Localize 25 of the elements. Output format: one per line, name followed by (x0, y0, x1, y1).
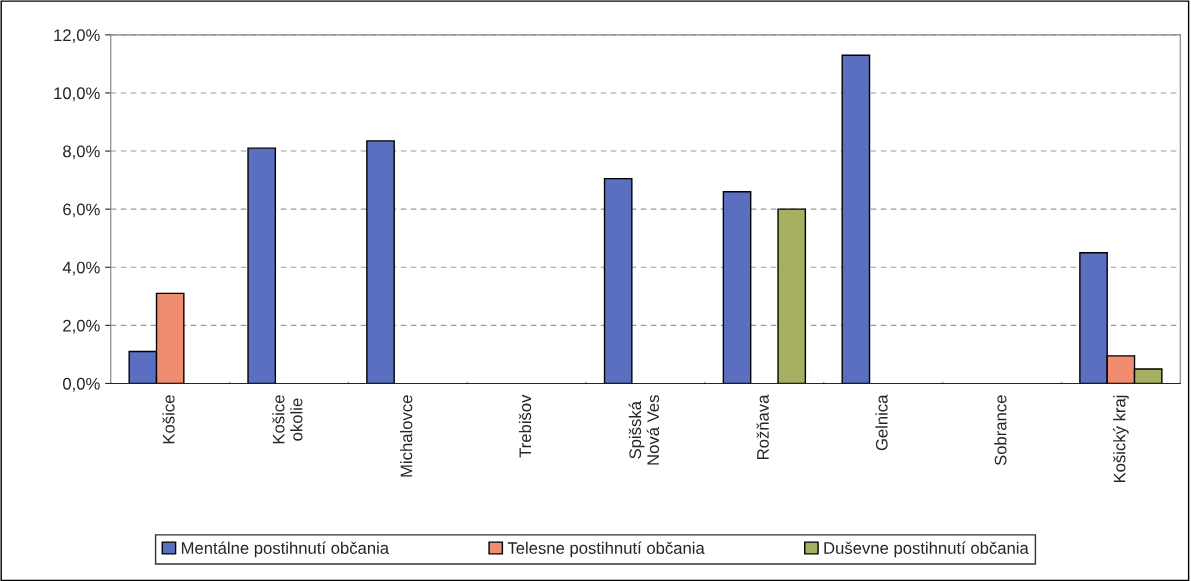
y-tick-label: 6,0% (63, 203, 100, 218)
x-tick-label: Gelnica (875, 394, 888, 451)
x-tick-label: Košický kraj (1113, 395, 1129, 483)
y-tick-label: 10,0% (54, 87, 100, 102)
x-tick-label: Rožňava (756, 394, 769, 459)
bar (603, 177, 633, 384)
legend-label: Duševne postihnutí občania (824, 541, 1029, 558)
legend-label: Telesne postihnutí občania (507, 541, 705, 558)
x-tick-label: Košice okolie (272, 395, 303, 444)
bar (247, 147, 277, 384)
y-tick-label: 2,0% (63, 319, 100, 334)
y-tick-label: 4,0% (62, 261, 100, 276)
legend-label: Mentálne postihnutí občania (181, 541, 390, 558)
y-tick-label: 0,0% (63, 377, 100, 392)
bar (777, 208, 807, 384)
bar (841, 54, 871, 384)
x-tick-label: Košice (162, 395, 175, 444)
bar (366, 140, 395, 384)
y-tick-label: 8,0% (63, 145, 100, 160)
y-tick-label: 12,0% (54, 29, 100, 44)
bar (722, 191, 752, 384)
x-tick-label: Michalovce (400, 395, 413, 477)
x-tick-label: Spišská Nová Ves (628, 395, 660, 465)
x-tick-label: Sobrance (994, 395, 1007, 466)
x-tick-label: Trebišov (518, 394, 532, 458)
